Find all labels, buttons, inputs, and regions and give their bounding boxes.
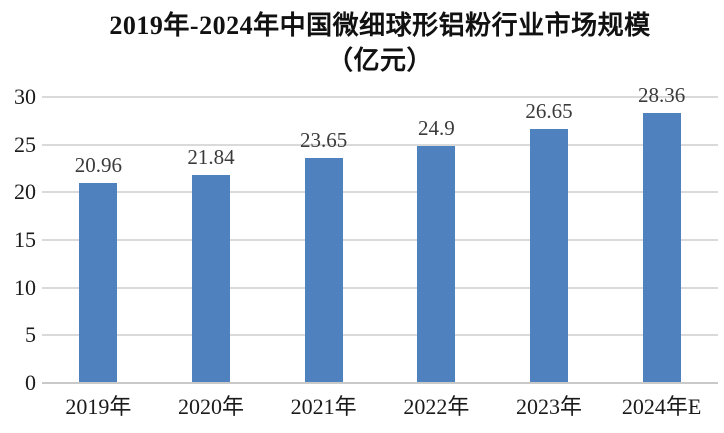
y-axis-tick-label: 15 (14, 227, 36, 252)
y-axis-tick-label: 30 (14, 84, 36, 109)
bar (192, 174, 230, 383)
gridline (42, 143, 718, 146)
gridline (42, 286, 718, 289)
x-axis-tick-label: 2022年 (403, 394, 470, 419)
bar (304, 157, 343, 383)
gridline (42, 191, 718, 194)
chart-title: 2019年-2024年中国微细球形铝粉行业市场规模 （亿元） (42, 8, 718, 78)
bar (79, 183, 118, 383)
x-axis-tick-label: 2020年 (177, 394, 244, 419)
gridline (42, 239, 718, 241)
chart-title-line1: 2019年-2024年中国微细球形铝粉行业市场规模 (109, 11, 651, 40)
x-axis-tick-label: 2023年 (515, 394, 582, 419)
y-axis-tick-label: 0 (25, 370, 36, 395)
gridline (42, 334, 718, 337)
y-axis-tick-label: 5 (25, 322, 36, 348)
bar-value-label: 24.9 (417, 115, 455, 140)
y-axis-tick-label: 20 (14, 179, 36, 205)
bar (642, 112, 681, 383)
x-axis-tick-label: 2021年 (290, 394, 357, 419)
bar-value-label: 21.84 (187, 144, 235, 169)
y-axis-tick-label: 10 (14, 274, 36, 300)
bar-value-label: 20.96 (74, 153, 122, 178)
bar-value-label: 28.36 (638, 82, 686, 107)
bar (417, 145, 456, 383)
bar-value-label: 26.65 (525, 98, 573, 123)
x-axis-tick-label: 2019年 (65, 394, 132, 419)
x-axis-tick-label: 2024年E (621, 394, 702, 419)
x-axis-line (42, 382, 718, 384)
bar-value-label: 23.65 (300, 127, 348, 152)
y-axis-tick-label: 25 (14, 131, 36, 157)
chart-title-line2: （亿元） (326, 46, 433, 75)
bar (530, 128, 568, 383)
gridline (42, 96, 718, 98)
